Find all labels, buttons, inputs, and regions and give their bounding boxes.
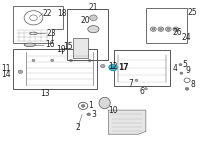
Text: 23: 23 [47,29,56,38]
Text: 21: 21 [89,3,98,12]
Text: 19: 19 [57,45,66,54]
Circle shape [111,66,115,69]
Circle shape [180,72,183,74]
Circle shape [144,88,147,90]
Text: 7: 7 [129,79,134,88]
Circle shape [81,104,85,107]
Text: 17: 17 [118,63,129,72]
Text: 11: 11 [2,64,11,73]
Circle shape [18,70,23,74]
Text: 13: 13 [40,89,50,98]
Text: 2: 2 [75,123,80,132]
Text: 5: 5 [182,60,187,69]
Text: 18: 18 [58,9,67,18]
Text: 24: 24 [181,33,191,42]
Bar [73,38,88,58]
Text: 20: 20 [80,16,90,25]
Bar [146,8,187,43]
Text: 8: 8 [191,80,196,89]
Text: 15: 15 [63,42,73,51]
Text: 22: 22 [43,9,52,18]
Circle shape [185,87,189,90]
Text: 26: 26 [172,27,182,36]
Circle shape [174,28,177,30]
Text: 16: 16 [45,40,54,49]
Ellipse shape [99,97,110,109]
Circle shape [101,64,105,68]
Circle shape [167,28,170,30]
Circle shape [179,64,182,66]
Circle shape [88,59,91,62]
Text: 6: 6 [139,87,144,96]
Bar [13,49,97,89]
Text: 12: 12 [108,62,118,71]
Circle shape [51,59,54,62]
Ellipse shape [88,26,99,33]
Bar [67,9,108,60]
Circle shape [152,28,155,30]
Circle shape [109,64,117,71]
Circle shape [135,79,138,81]
Ellipse shape [90,15,97,21]
Text: 1: 1 [88,101,93,110]
Bar [114,50,170,86]
Text: 14: 14 [1,70,11,79]
Circle shape [87,113,91,116]
Text: 3: 3 [92,110,96,119]
Text: 9: 9 [185,66,190,75]
Text: 10: 10 [108,106,118,115]
Circle shape [32,59,35,62]
Polygon shape [108,110,146,134]
Text: 25: 25 [187,8,197,17]
Circle shape [69,59,72,62]
Text: 4: 4 [173,64,178,73]
Circle shape [159,28,162,30]
Ellipse shape [24,43,35,47]
